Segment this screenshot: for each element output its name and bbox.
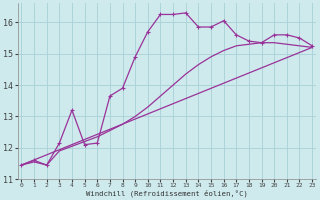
X-axis label: Windchill (Refroidissement éolien,°C): Windchill (Refroidissement éolien,°C) [86,189,248,197]
